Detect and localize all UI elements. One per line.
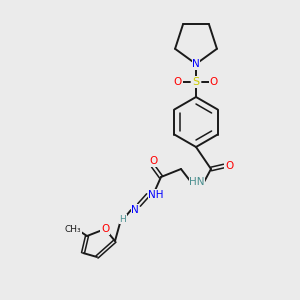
Text: N: N — [131, 205, 139, 215]
Text: S: S — [192, 77, 200, 87]
Text: O: O — [174, 77, 182, 87]
Text: O: O — [210, 77, 218, 87]
Text: CH₃: CH₃ — [65, 226, 81, 235]
Text: O: O — [149, 156, 157, 166]
Text: N: N — [192, 59, 200, 69]
Text: H: H — [120, 214, 126, 224]
Text: O: O — [225, 161, 233, 171]
Text: HN: HN — [189, 177, 205, 187]
Text: O: O — [101, 224, 109, 234]
Text: NH: NH — [148, 190, 164, 200]
